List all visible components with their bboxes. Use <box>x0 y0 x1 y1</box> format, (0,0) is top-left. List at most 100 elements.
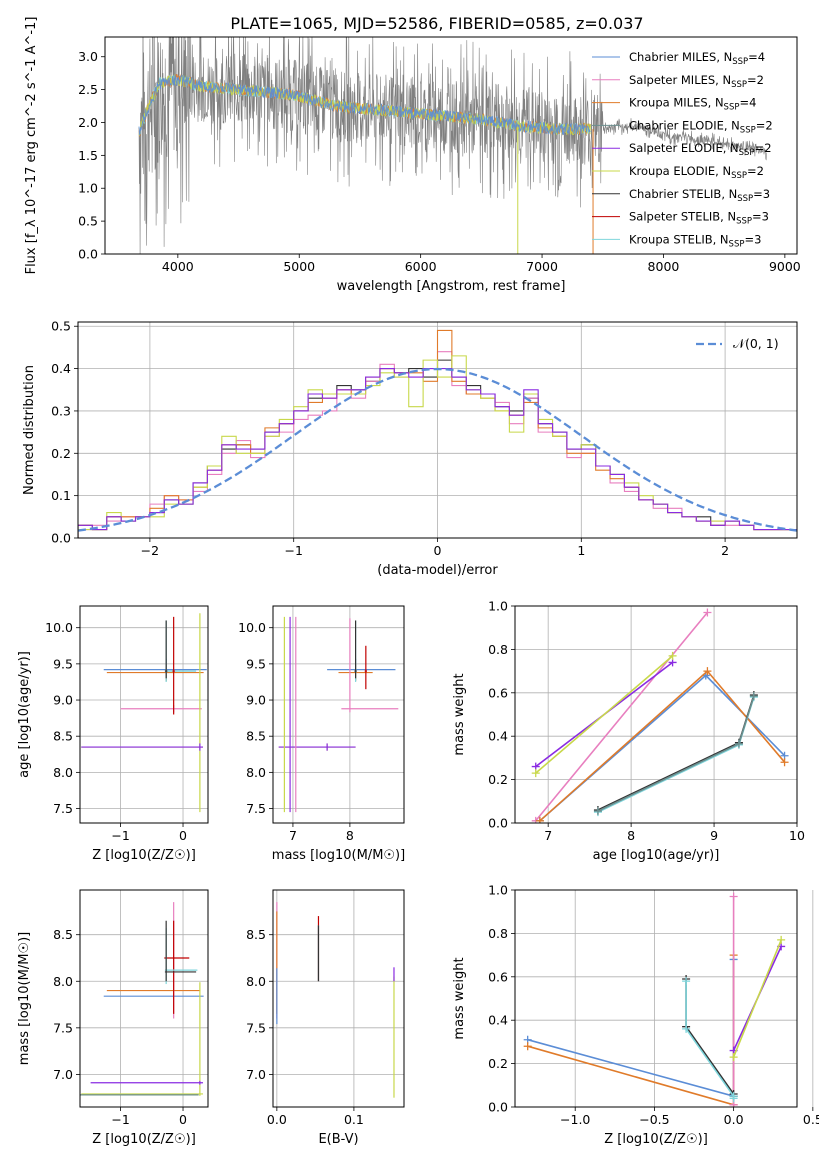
x-tick-label: −2 <box>141 543 159 558</box>
data-point-marker <box>729 892 738 901</box>
x-tick-label: 0 <box>179 1112 187 1127</box>
legend-label: Chabrier MILES, N <box>629 50 732 64</box>
x-tick-label: 9000 <box>769 259 801 274</box>
mass-weight-series <box>685 979 735 1097</box>
mass-weight-series <box>539 669 786 822</box>
legend-label: Kroupa STELIB, N <box>629 232 729 246</box>
legend-subscript: SSP <box>729 239 745 249</box>
x-axis-label: Z [log10(Z/Z☉)] <box>92 848 196 863</box>
legend-label: Kroupa ELODIE, N <box>629 164 731 178</box>
plot-frame <box>104 36 798 255</box>
x-tick-label: −1.0 <box>560 1112 590 1127</box>
y-tick-label: 3.0 <box>78 49 98 64</box>
legend-subscript: SSP <box>724 103 740 113</box>
data-point-marker <box>703 608 712 617</box>
x-tick-label: 2 <box>721 543 729 558</box>
mass-vs-z-panel: −1 0 7.0 7.5 8.0 8.5 Z [log10(Z/Z☉)] mass [log1… <box>17 889 209 1147</box>
legend-subscript: SSP <box>740 125 756 135</box>
mass-weight-vs-z-panel: −1.0 −0.5 0.0 0.5 0.0 0.2 0.4 0.6 0.8 1.0 Z [log10… <box>452 883 819 1148</box>
y-tick-label: 7.5 <box>246 1020 266 1035</box>
y-tick-label: 0.5 <box>51 319 71 334</box>
mass-weight-series <box>539 674 786 822</box>
x-tick-label: 5000 <box>283 259 315 274</box>
x-tick-label: 0.1 <box>344 1112 364 1127</box>
plot-frame <box>79 605 209 824</box>
data-point-marker <box>682 977 691 986</box>
data-point-marker <box>734 739 743 748</box>
y-tick-label: 0.0 <box>78 247 98 262</box>
x-axis-label: (data-model)/error <box>377 563 498 578</box>
legend-label: Chabrier ELODIE, N <box>629 118 740 132</box>
legend-subscript: SSP <box>736 217 752 227</box>
y-tick-label: 1.0 <box>488 883 508 898</box>
y-tick-label: 7.0 <box>246 1067 266 1082</box>
legend-label: Salpeter STELIB, N <box>629 210 736 224</box>
x-tick-label: 4000 <box>162 259 194 274</box>
x-tick-label: 9 <box>710 828 718 843</box>
y-tick-label: 9.5 <box>246 656 266 671</box>
plot-area <box>138 37 767 254</box>
y-axis-label: Normed distribution <box>22 365 37 495</box>
legend-subscript: SSP <box>737 194 753 204</box>
x-axis-label: E(B-V) <box>318 1132 358 1147</box>
legend-suffix: =3 <box>744 232 761 246</box>
x-axis-label: wavelength [Angstrom, rest frame] <box>337 279 566 294</box>
y-tick-label: 8.0 <box>246 974 266 989</box>
y-tick-label: 8.5 <box>53 729 73 744</box>
x-axis-label: mass [log10(M/M☉)] <box>272 848 405 863</box>
y-tick-label: 9.5 <box>53 656 73 671</box>
y-tick-label: 9.0 <box>246 693 266 708</box>
x-tick-label: −0.5 <box>639 1112 669 1127</box>
data-spectrum-line <box>138 37 767 254</box>
y-tick-label: 7.5 <box>53 801 73 816</box>
legend-label: Chabrier STELIB, N <box>629 187 737 201</box>
y-tick-label: 0.1 <box>51 488 71 503</box>
age-vs-mass-panel: 7 8 7.5 8.0 8.5 9.0 9.5 10.0 mass [log10(M/M☉)] <box>238 605 405 863</box>
x-tick-label: 1 <box>577 543 585 558</box>
y-tick-label: 0.6 <box>488 685 508 700</box>
legend-suffix: =2 <box>756 118 773 132</box>
y-axis-label: age [log10(age/yr)] <box>17 651 32 778</box>
data-point-marker <box>703 667 712 676</box>
y-tick-label: 7.5 <box>246 801 266 816</box>
y-tick-label: 0.2 <box>488 1056 508 1071</box>
legend-entry-label: Chabrier MILES, NSSP=4 <box>629 50 765 67</box>
y-tick-label: 9.0 <box>53 693 73 708</box>
figure-title: PLATE=1065, MJD=52586, FIBERID=0585, z=0… <box>230 14 643 33</box>
legend-entry-label: Kroupa ELODIE, NSSP=2 <box>629 164 764 181</box>
y-tick-label: 10.0 <box>45 620 73 635</box>
y-tick-label: 0.2 <box>51 446 71 461</box>
mass-weight-series <box>597 694 755 811</box>
legend-entry-label: Salpeter ELODIE, NSSP=2 <box>629 141 772 158</box>
x-tick-label: 6000 <box>405 259 437 274</box>
y-tick-label: 7.0 <box>53 1067 73 1082</box>
data-point-marker <box>729 1094 738 1103</box>
x-tick-label: 7000 <box>526 259 558 274</box>
y-tick-label: 1.5 <box>78 148 98 163</box>
normal-distribution-curve <box>78 367 797 532</box>
legend-entry-label: Kroupa MILES, NSSP=4 <box>629 96 756 113</box>
x-axis-label: Z [log10(Z/Z☉)] <box>604 1132 708 1147</box>
plot-area <box>523 892 786 1107</box>
legend-suffix: =3 <box>753 187 770 201</box>
x-tick-label: 10 <box>789 828 805 843</box>
data-point-marker <box>682 1024 691 1033</box>
data-point-marker <box>780 758 789 767</box>
y-tick-label: 0.5 <box>78 214 98 229</box>
legend-entry-label: Kroupa STELIB, NSSP=3 <box>629 232 761 249</box>
x-tick-label: 8000 <box>648 259 680 274</box>
y-tick-label: 0.8 <box>488 642 508 657</box>
data-point-marker <box>729 1053 738 1062</box>
age-vs-z-panel: −1 0 7.5 8.0 8.5 9.0 9.5 10.0 Z [log10(Z/Z☉)] age… <box>17 605 209 863</box>
legend-subscript: SSP <box>731 171 747 181</box>
mass-weight-series <box>732 939 782 1058</box>
spectrum-panel: 4000 5000 6000 7000 8000 9000 0.0 0.5 1.0 1.5 2.0 2… <box>24 17 801 294</box>
x-tick-label: −1 <box>284 543 302 558</box>
legend-suffix: =4 <box>739 96 756 110</box>
legend-subscript: SSP <box>731 80 747 90</box>
y-tick-label: 8.5 <box>246 729 266 744</box>
mass-weight-series <box>597 695 755 812</box>
x-axis-label: age [log10(age/yr)] <box>593 848 720 863</box>
mass-weight-vs-age-panel: 7 8 9 10 0.0 0.2 0.4 0.6 0.8 1.0 age [log10(age/yr… <box>452 599 805 864</box>
